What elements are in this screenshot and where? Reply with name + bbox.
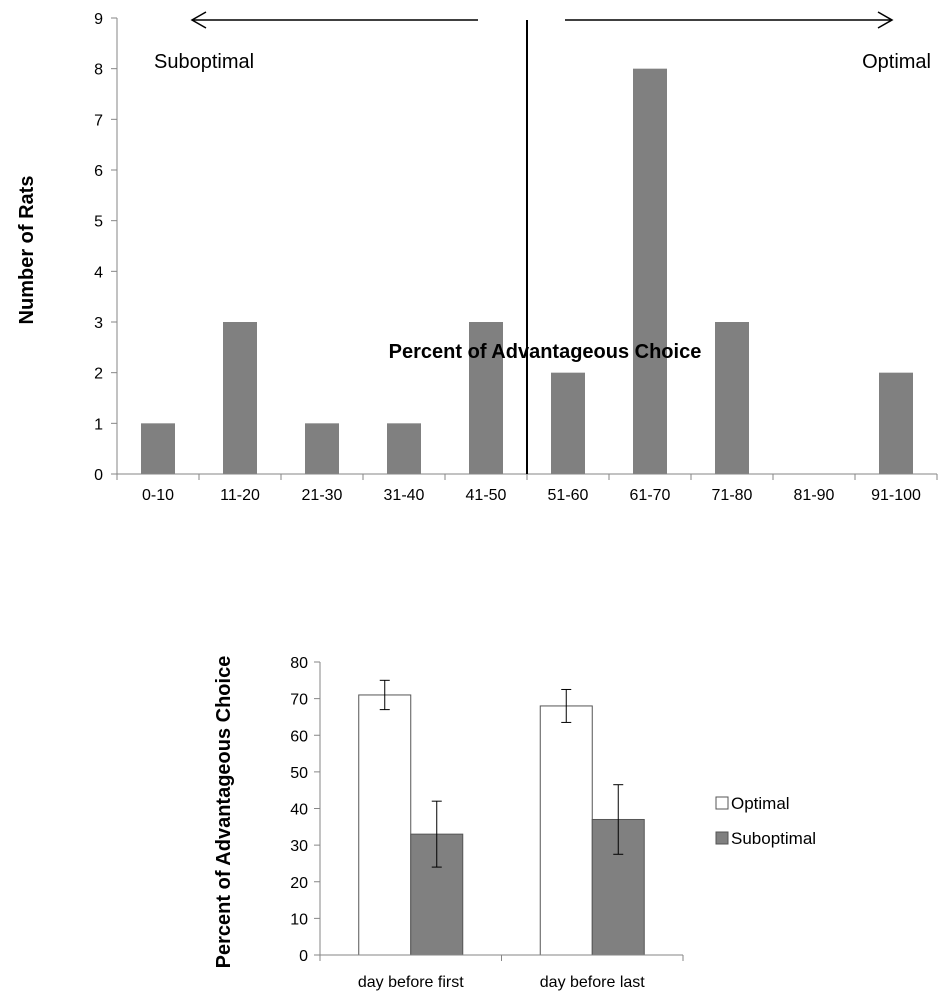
x-tick-label: 81-90 [794,487,835,504]
legend-label: Suboptimal [731,829,816,848]
y-tick-label: 9 [94,11,103,28]
legend: Optimal Suboptimal [715,794,816,848]
y-tick-label: 4 [94,264,103,281]
x-tick-label: day before last [540,974,646,991]
x-tick-label: 0-10 [142,487,174,504]
histogram-chart: 0 1 2 3 4 5 6 7 8 9 0-10 11-20 21-30 31-40 41-50 51-60 6… [16,11,938,504]
legend-swatch [715,831,729,845]
bar [633,68,667,475]
left-arrow [190,11,478,29]
x-tick-label: 11-20 [220,487,260,504]
x-tick-label: 71-80 [712,487,753,504]
x-axis-title: Percent of Advantageous Choice [389,341,702,363]
bar [358,694,412,956]
bar [715,322,749,474]
right-arrow [565,11,894,29]
bar [879,372,913,474]
y-tick-label: 0 [94,467,103,484]
grouped-bar-chart: 0 10 20 30 40 50 60 70 80 day before first day bef… [213,655,816,991]
legend-label: Optimal [731,794,790,813]
y-tick-label: 0 [299,948,308,965]
y-tick-label: 8 [94,62,103,79]
y-tick-label: 70 [290,692,308,709]
x-tick-label: 21-30 [302,487,343,504]
y-tick-label: 2 [94,366,103,383]
bar [223,322,257,474]
y-tick-label: 20 [290,875,308,892]
y-tick-label: 50 [290,765,308,782]
y-tick-label: 40 [290,802,308,819]
y-tick-label: 6 [94,163,103,180]
bar [539,705,593,956]
x-tick-label: 91-100 [871,487,921,504]
y-tick-label: 10 [290,911,308,928]
bar [469,322,503,474]
bar [141,423,175,474]
bar [551,372,585,474]
y-tick-label: 60 [290,728,308,745]
optimal-annotation: Optimal [862,51,931,73]
x-tick-label: day before first [358,974,464,991]
y-tick-label: 5 [94,214,103,231]
x-tick-label: 51-60 [548,487,589,504]
y-axis-title-2: Percent of Advantageous Choice [213,656,235,969]
bar [305,423,339,474]
x-tick-label: 31-40 [384,487,425,504]
y-tick-label: 7 [94,112,103,129]
y-tick-label: 1 [94,416,103,433]
suboptimal-annotation: Suboptimal [154,51,254,73]
y-tick-label: 30 [290,838,308,855]
y-tick-label: 80 [290,655,308,672]
y-axis-title: Number of Rats [16,176,38,325]
x-tick-label: 61-70 [630,487,671,504]
x-tick-label: 41-50 [466,487,507,504]
y-tick-label: 3 [94,315,103,332]
bar [387,423,421,474]
legend-swatch [715,796,729,810]
